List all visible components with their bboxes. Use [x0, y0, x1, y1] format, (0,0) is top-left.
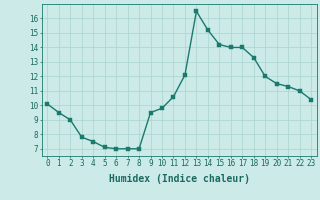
- X-axis label: Humidex (Indice chaleur): Humidex (Indice chaleur): [109, 174, 250, 184]
